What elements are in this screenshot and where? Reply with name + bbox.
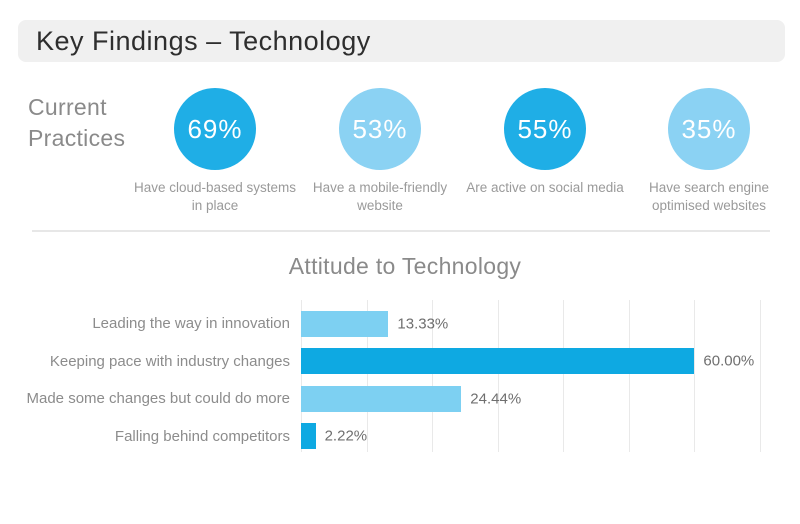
stat-value: 35% [681,113,737,144]
stat-caption: Have search engine optimised websites [648,180,770,213]
bar-value-label: 2.22% [324,427,368,445]
gridline [366,300,368,452]
chart-title: Attitude to Technology [288,253,522,279]
stat-circle: 69% [174,88,256,170]
category-label: Leading the way in innovation [92,315,290,333]
bar [301,310,389,337]
chart-gridlines [301,300,761,452]
stat-social-media: 55% Are active on social media [460,88,630,197]
stat-value: 69% [187,113,243,144]
header-bar: Key Findings – Technology [18,20,785,62]
plot-cell: 13.33% [301,310,760,337]
current-practices-label: Current Practices [28,92,125,154]
stat-mobile-website: 53% Have a mobile-friendly website [295,88,465,215]
category-label: Keeping pace with industry changes [49,352,290,370]
chart-row: Made some changes but could do more 24.44… [0,380,800,418]
stat-value: 55% [517,113,573,144]
gridline [760,300,761,452]
stat-circle: 53% [339,88,421,170]
stat-cloud-systems: 69% Have cloud-based systems in place [130,88,300,215]
gridline [301,300,302,452]
gridline [563,300,565,452]
gridline [628,300,630,452]
section-divider [32,230,770,232]
bar-value-label: 60.00% [703,352,755,370]
page-title: Key Findings – Technology [36,25,371,56]
gridline [694,300,696,452]
stat-seo-websites: 35% Have search engine optimised website… [624,88,794,215]
bar [301,348,695,375]
gridline [432,300,434,452]
category-label: Falling behind competitors [114,427,290,445]
bar-chart: Leading the way in innovation 13.33% Keepi… [0,305,800,455]
chart-row: Falling behind competitors 2.22% [0,418,800,456]
stat-value: 53% [352,113,408,144]
gridline [497,300,499,452]
bar [301,423,316,450]
chart-row: Keeping pace with industry changes 60.00% [0,343,800,381]
stat-circle: 35% [668,88,750,170]
plot-cell: 2.22% [301,423,760,450]
current-practices-label-line2: Practices [28,125,126,151]
stat-caption: Have cloud-based systems in place [133,180,297,213]
bar [301,385,462,412]
bar-value-label: 24.44% [470,390,522,408]
bar-value-label: 13.33% [397,315,449,333]
chart-row: Leading the way in innovation 13.33% [0,305,800,343]
category-label: Made some changes but could do more [26,390,291,408]
plot-cell: 60.00% [301,348,760,375]
stat-circle: 55% [504,88,586,170]
stat-caption: Are active on social media [466,180,624,195]
current-practices-label-line1: Current [28,94,107,120]
stat-caption: Have a mobile-friendly website [312,180,448,213]
plot-cell: 24.44% [301,385,760,412]
